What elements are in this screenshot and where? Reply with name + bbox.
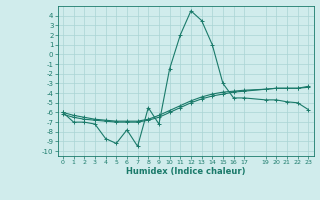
X-axis label: Humidex (Indice chaleur): Humidex (Indice chaleur) xyxy=(126,167,245,176)
